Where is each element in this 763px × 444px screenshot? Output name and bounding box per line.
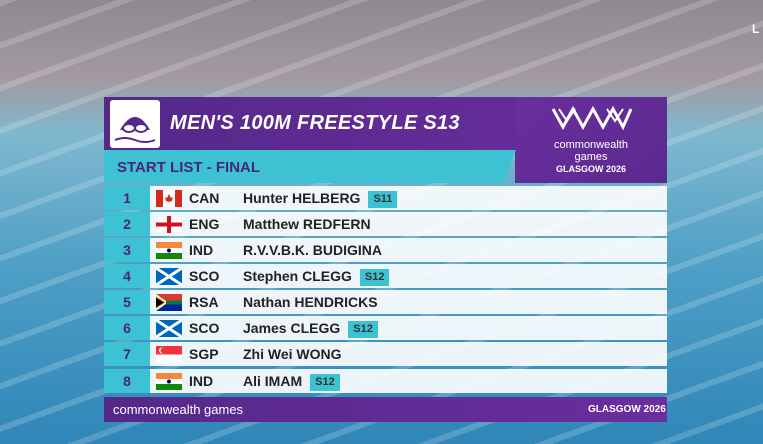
- athlete-name: R.V.V.B.K. BUDIGINA: [243, 242, 382, 258]
- para-swim-icon: [110, 100, 160, 148]
- athlete-name: Zhi Wei WONG: [243, 346, 342, 362]
- start-row: 5 RSA Nathan HENDRICKS: [104, 290, 667, 314]
- athlete: James CLEGG S12: [243, 316, 378, 340]
- athlete: Zhi Wei WONG: [243, 342, 342, 366]
- flag: [156, 320, 182, 337]
- flag: [156, 294, 182, 311]
- athlete-name: Matthew REDFERN: [243, 216, 371, 232]
- start-row: 2 ENG Matthew REDFERN: [104, 212, 667, 236]
- country-code: RSA: [189, 294, 219, 310]
- flag: [156, 190, 182, 207]
- lane: 8: [104, 369, 150, 393]
- athlete: Ali IMAM S12: [243, 369, 340, 393]
- athlete: Nathan HENDRICKS: [243, 290, 378, 314]
- lane: 6: [104, 316, 150, 340]
- logo-line: commonwealth: [554, 139, 628, 151]
- athlete: R.V.V.B.K. BUDIGINA: [243, 238, 382, 262]
- icon-graphic: [114, 117, 156, 143]
- start-row: 7 SGP Zhi Wei WONG: [104, 342, 667, 366]
- flag: [156, 346, 182, 363]
- logo-line: GLASGOW 2026: [555, 164, 627, 174]
- lane: 2: [104, 212, 150, 236]
- lane: 5: [104, 290, 150, 314]
- country-code: IND: [189, 242, 214, 258]
- logo-line: games: [574, 151, 608, 163]
- logo-panel: [515, 97, 667, 183]
- flag: [156, 242, 182, 259]
- class-badge: S12: [359, 269, 390, 286]
- athlete: Hunter HELBERG S11: [243, 186, 398, 210]
- lane: 1: [104, 186, 150, 210]
- event-title: MEN'S 100M FREESTYLE S13: [170, 112, 460, 134]
- athlete-name: Stephen CLEGG: [243, 268, 352, 284]
- corner-label: L: [752, 22, 760, 36]
- start-row: 1 CAN Hunter HELBERG S11: [104, 186, 667, 210]
- lane: 3: [104, 238, 150, 262]
- country-code: SCO: [189, 268, 220, 284]
- start-row: 4 SCO Stephen CLEGG S12: [104, 264, 667, 288]
- athlete-name: James CLEGG: [243, 320, 341, 336]
- footer-edition: GLASGOW 2026: [588, 404, 666, 415]
- athlete: Stephen CLEGG S12: [243, 264, 390, 288]
- class-badge: S12: [310, 374, 340, 391]
- footer-brand: commonwealth games: [113, 402, 244, 417]
- class-badge: S11: [368, 191, 398, 208]
- subtitle: START LIST - FINAL: [117, 159, 261, 176]
- start-row: 3 IND R.V.V.B.K. BUDIGINA: [104, 238, 667, 262]
- country-code: IND: [189, 373, 214, 389]
- athlete-name: Hunter HELBERG: [243, 190, 361, 206]
- country-code: ENG: [189, 216, 220, 232]
- athlete-name: Nathan HENDRICKS: [243, 294, 378, 310]
- flag: [156, 373, 182, 390]
- country-code: CAN: [189, 190, 220, 206]
- subheader-bar: [104, 150, 516, 183]
- footer-bar: [104, 397, 667, 422]
- athlete: Matthew REDFERN: [243, 212, 371, 236]
- class-badge: S12: [348, 321, 378, 338]
- athlete-name: Ali IMAM: [243, 373, 303, 389]
- logo-mark: [551, 105, 633, 131]
- lane: 7: [104, 342, 150, 366]
- flag: [156, 268, 182, 285]
- country-code: SCO: [189, 320, 220, 336]
- lane: 4: [104, 264, 150, 288]
- start-row: 8 IND Ali IMAM S12: [104, 369, 667, 393]
- country-code: SGP: [189, 346, 219, 362]
- start-row: 6 SCO James CLEGG S12: [104, 316, 667, 340]
- flag: [156, 216, 182, 233]
